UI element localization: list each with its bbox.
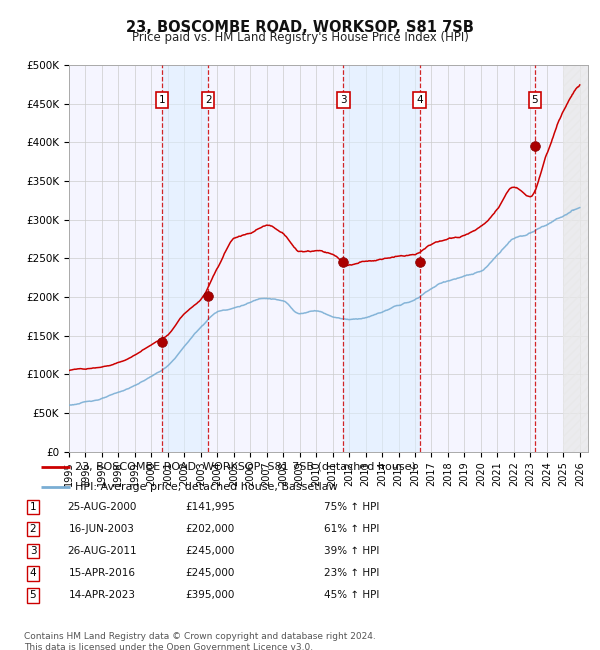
Text: 26-AUG-2011: 26-AUG-2011 bbox=[67, 546, 137, 556]
Bar bbox=[343, 65, 419, 452]
Text: 25-AUG-2000: 25-AUG-2000 bbox=[67, 502, 137, 512]
Text: 39% ↑ HPI: 39% ↑ HPI bbox=[324, 546, 379, 556]
Text: 75% ↑ HPI: 75% ↑ HPI bbox=[324, 502, 379, 512]
Text: Price paid vs. HM Land Registry's House Price Index (HPI): Price paid vs. HM Land Registry's House … bbox=[131, 31, 469, 44]
Text: 1: 1 bbox=[29, 502, 37, 512]
Text: 2: 2 bbox=[29, 524, 37, 534]
Text: 5: 5 bbox=[29, 590, 37, 601]
Text: 4: 4 bbox=[416, 95, 423, 105]
Text: 2: 2 bbox=[205, 95, 212, 105]
Text: 23, BOSCOMBE ROAD, WORKSOP, S81 7SB (detached house): 23, BOSCOMBE ROAD, WORKSOP, S81 7SB (det… bbox=[75, 462, 416, 472]
Text: 3: 3 bbox=[340, 95, 347, 105]
Bar bbox=[162, 65, 208, 452]
Text: HPI: Average price, detached house, Bassetlaw: HPI: Average price, detached house, Bass… bbox=[75, 482, 338, 491]
Text: 3: 3 bbox=[29, 546, 37, 556]
Text: 61% ↑ HPI: 61% ↑ HPI bbox=[324, 524, 379, 534]
Text: £202,000: £202,000 bbox=[185, 524, 235, 534]
Text: 45% ↑ HPI: 45% ↑ HPI bbox=[324, 590, 379, 601]
Text: 15-APR-2016: 15-APR-2016 bbox=[68, 568, 136, 578]
Text: 14-APR-2023: 14-APR-2023 bbox=[68, 590, 136, 601]
Text: This data is licensed under the Open Government Licence v3.0.: This data is licensed under the Open Gov… bbox=[24, 644, 313, 650]
Bar bbox=[563, 65, 588, 452]
Text: 5: 5 bbox=[532, 95, 538, 105]
Text: 23% ↑ HPI: 23% ↑ HPI bbox=[324, 568, 379, 578]
Text: 23, BOSCOMBE ROAD, WORKSOP, S81 7SB: 23, BOSCOMBE ROAD, WORKSOP, S81 7SB bbox=[126, 20, 474, 34]
Text: £245,000: £245,000 bbox=[185, 568, 235, 578]
Text: £245,000: £245,000 bbox=[185, 546, 235, 556]
Text: 1: 1 bbox=[159, 95, 166, 105]
Text: 16-JUN-2003: 16-JUN-2003 bbox=[69, 524, 135, 534]
Text: 4: 4 bbox=[29, 568, 37, 578]
Text: Contains HM Land Registry data © Crown copyright and database right 2024.: Contains HM Land Registry data © Crown c… bbox=[24, 632, 376, 641]
Text: £141,995: £141,995 bbox=[185, 502, 235, 512]
Text: £395,000: £395,000 bbox=[185, 590, 235, 601]
